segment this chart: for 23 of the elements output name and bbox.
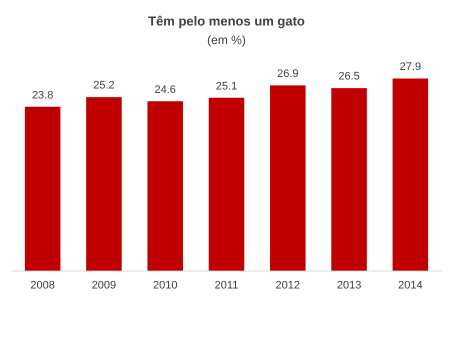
x-tick-label: 2012 [276, 279, 300, 292]
bar [392, 78, 428, 271]
x-tick-label: 2014 [398, 279, 423, 292]
bar [208, 98, 244, 271]
x-tick-label: 2011 [214, 279, 238, 292]
data-label: 23.8 [32, 89, 54, 102]
chart-title: Têm pelo menos um gato [148, 13, 305, 28]
x-tick-label: 2009 [92, 279, 116, 292]
x-tick-label: 2008 [30, 279, 55, 292]
data-label: 24.6 [154, 84, 176, 96]
bar [270, 85, 306, 271]
bar [24, 106, 60, 271]
data-label: 26.9 [277, 68, 298, 80]
data-label: 25.2 [93, 80, 115, 92]
bar [86, 97, 122, 271]
data-label: 25.1 [216, 80, 238, 92]
x-tick-label: 2010 [152, 279, 178, 292]
data-label: 27.9 [400, 61, 422, 74]
bar [147, 101, 183, 271]
data-label: 26.5 [338, 70, 360, 83]
chart-subtitle: (em %) [207, 33, 246, 48]
x-tick-label: 2013 [336, 279, 362, 292]
bar [331, 88, 367, 271]
